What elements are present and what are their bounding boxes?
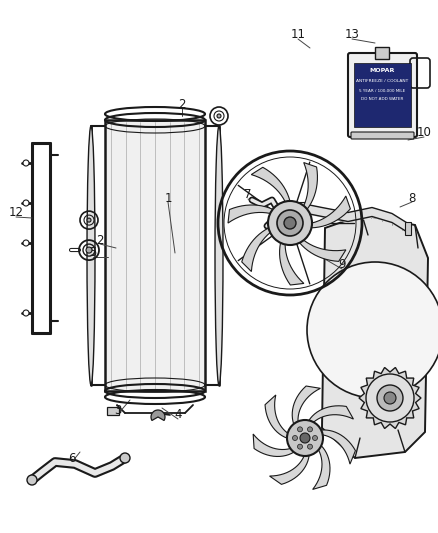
Circle shape: [366, 374, 414, 422]
Text: DO NOT ADD WATER: DO NOT ADD WATER: [361, 97, 404, 101]
Circle shape: [23, 310, 29, 316]
Bar: [354, 63, 411, 127]
Circle shape: [23, 200, 29, 206]
Text: 9: 9: [338, 259, 346, 271]
Text: ANTIFREEZE / COOLANT: ANTIFREEZE / COOLANT: [357, 79, 409, 83]
Polygon shape: [322, 215, 428, 458]
Circle shape: [217, 114, 221, 118]
Bar: [375, 47, 389, 59]
Polygon shape: [321, 430, 356, 464]
Circle shape: [27, 475, 37, 485]
Text: 6: 6: [68, 451, 76, 464]
Circle shape: [312, 435, 318, 440]
Circle shape: [284, 217, 296, 229]
Polygon shape: [251, 167, 290, 201]
Ellipse shape: [87, 126, 95, 385]
Text: 1: 1: [164, 191, 172, 205]
Polygon shape: [279, 243, 304, 285]
Text: 2: 2: [96, 233, 104, 246]
Circle shape: [307, 427, 312, 432]
Text: 4: 4: [174, 408, 182, 422]
Text: 5: 5: [89, 246, 97, 260]
Bar: [405, 222, 411, 235]
Text: 13: 13: [345, 28, 360, 42]
Text: 8: 8: [408, 191, 416, 205]
FancyBboxPatch shape: [351, 132, 414, 139]
Polygon shape: [304, 163, 318, 209]
Circle shape: [377, 385, 403, 411]
Ellipse shape: [215, 126, 223, 385]
Circle shape: [307, 262, 438, 398]
Text: 7: 7: [244, 189, 252, 201]
Circle shape: [300, 433, 310, 443]
Circle shape: [297, 427, 303, 432]
Bar: [299, 201, 305, 214]
Polygon shape: [269, 456, 309, 484]
Circle shape: [86, 247, 92, 253]
Circle shape: [297, 444, 303, 449]
Polygon shape: [242, 228, 270, 271]
Polygon shape: [359, 367, 421, 429]
Polygon shape: [265, 395, 288, 438]
Circle shape: [277, 210, 303, 236]
Wedge shape: [151, 410, 165, 421]
Text: 11: 11: [290, 28, 305, 42]
Circle shape: [287, 420, 323, 456]
Polygon shape: [313, 446, 330, 489]
Polygon shape: [311, 196, 350, 228]
Bar: [107, 407, 119, 415]
Circle shape: [384, 392, 396, 404]
Circle shape: [23, 240, 29, 246]
Text: 10: 10: [417, 126, 431, 140]
Text: MOPAR: MOPAR: [370, 69, 395, 74]
FancyBboxPatch shape: [348, 53, 417, 137]
Polygon shape: [309, 406, 353, 422]
Bar: [105, 120, 205, 391]
Polygon shape: [228, 205, 273, 223]
Circle shape: [293, 435, 297, 440]
Text: 3: 3: [114, 403, 122, 416]
Polygon shape: [300, 240, 346, 261]
Polygon shape: [292, 386, 321, 424]
Text: 12: 12: [8, 206, 24, 220]
Text: 5 YEAR / 100,000 MILE: 5 YEAR / 100,000 MILE: [359, 89, 406, 93]
Circle shape: [307, 444, 312, 449]
Text: 2: 2: [178, 98, 186, 110]
Circle shape: [23, 160, 29, 166]
Polygon shape: [253, 434, 294, 456]
Circle shape: [120, 453, 130, 463]
Circle shape: [268, 201, 312, 245]
Circle shape: [87, 218, 91, 222]
